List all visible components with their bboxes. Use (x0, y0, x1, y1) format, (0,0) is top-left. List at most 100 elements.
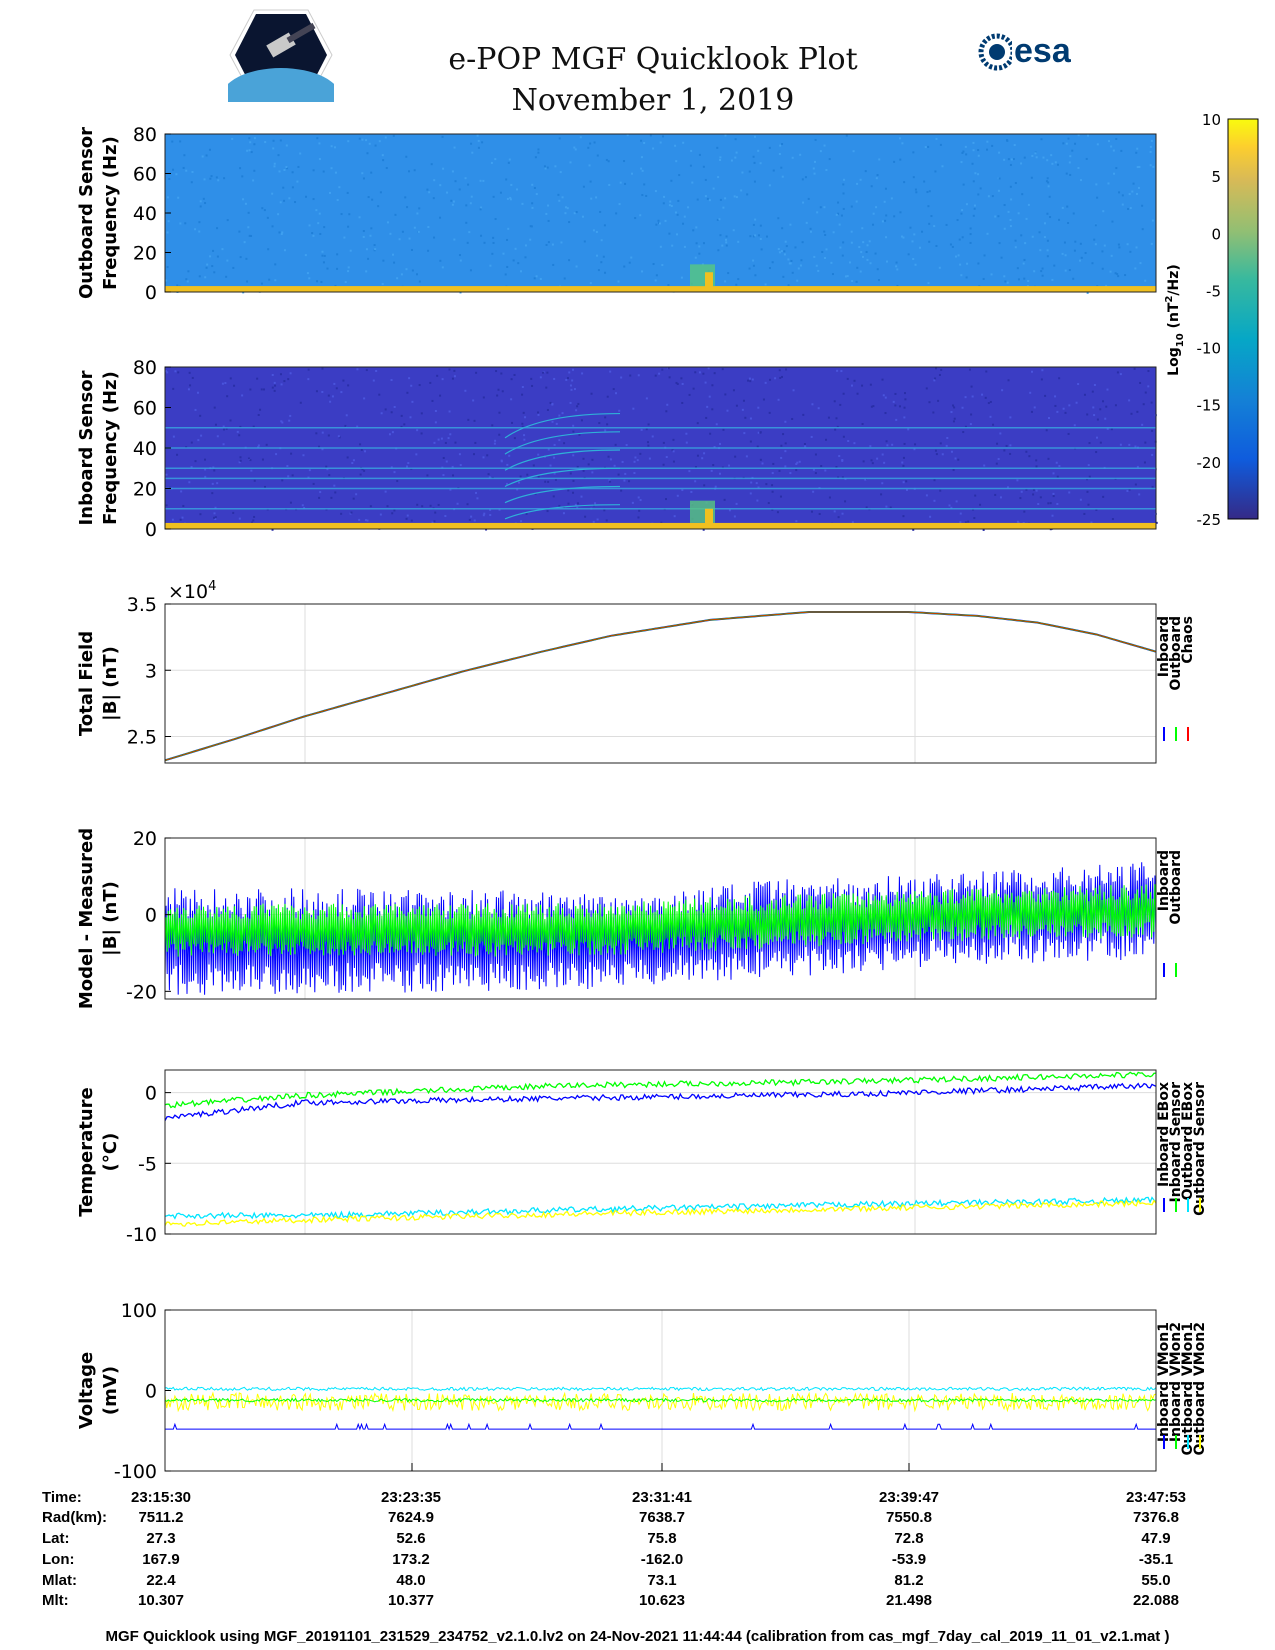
outboard-spectrogram-noise (225, 275, 228, 278)
inboard-spectrogram-noise (433, 520, 436, 523)
outboard-spectrogram-noise (1121, 194, 1124, 197)
inboard-spectrogram-noise (511, 421, 514, 424)
inboard-spectrogram-noise (249, 459, 252, 462)
outboard-spectrogram-noise (304, 254, 307, 257)
outboard-spectrogram-noise (1077, 134, 1080, 137)
outboard-spectrogram-noise (924, 146, 927, 149)
inboard-spectrogram-noise (939, 489, 942, 492)
inboard-spectrogram-noise (474, 441, 477, 444)
inboard-spectrogram-noise (1052, 492, 1055, 495)
inboard-spectrogram-noise (885, 440, 888, 443)
inboard-spectrogram-noise (265, 443, 268, 446)
outboard-spectrogram-noise (547, 241, 550, 244)
inboard-spectrogram-noise (749, 492, 752, 495)
outboard-spectrogram-noise (768, 184, 771, 187)
inboard-spectrogram-noise (962, 431, 965, 434)
outboard-spectrogram-noise (1006, 139, 1009, 142)
inboard-spectrogram-noise (662, 441, 665, 444)
outboard-spectrogram-noise (959, 263, 962, 266)
inboard-spectrogram-noise (747, 379, 750, 382)
inboard-spectrogram-noise (671, 449, 674, 452)
inboard-spectrogram-noise (249, 388, 252, 391)
inboard-spectrogram-noise (673, 515, 676, 518)
outboard-spectrogram-noise (830, 261, 833, 264)
outboard-spectrogram-noise (694, 256, 697, 259)
outboard-spectrogram-noise (821, 250, 824, 253)
inboard-spectrogram-noise (771, 490, 774, 493)
inboard-spectrogram-noise (658, 372, 661, 375)
outboard-spectrogram-noise (927, 205, 930, 208)
inboard-spectrogram-noise (607, 455, 610, 458)
inboard-spectrogram-noise (355, 493, 358, 496)
inboard-spectrogram-noise (864, 478, 867, 481)
inboard-spectrogram-noise (176, 453, 179, 456)
outboard-spectrogram-noise (373, 249, 376, 252)
inboard-spectrogram-noise (453, 369, 456, 372)
outboard-spectrogram-noise (870, 185, 873, 188)
inboard-spectrogram-noise (1077, 383, 1080, 386)
inboard-spectrogram-noise (933, 379, 936, 382)
outboard-spectrogram-noise (782, 275, 785, 278)
inboard-spectrogram-noise (1151, 429, 1154, 432)
outboard-spectrogram-noise (851, 280, 854, 283)
outboard-spectrogram-noise (176, 284, 179, 287)
outboard-spectrogram-noise (184, 222, 187, 225)
inboard-spectrogram-whistler-trace (504, 431, 621, 455)
inboard-spectrogram-noise (256, 377, 259, 380)
outboard-spectrogram-noise (1031, 154, 1034, 157)
outboard-spectrogram-noise (823, 230, 826, 233)
outboard-spectrogram-noise (1045, 180, 1048, 183)
inboard-spectrogram-noise (1116, 371, 1119, 374)
outboard-spectrogram-noise (1046, 239, 1049, 242)
outboard-spectrogram-noise (198, 275, 201, 278)
inboard-spectrogram-noise (1130, 412, 1133, 415)
inboard-spectrogram-noise (225, 427, 228, 430)
outboard-spectrogram-noise (781, 227, 784, 230)
outboard-spectrogram-noise (323, 226, 326, 229)
voltage-series-1 (164, 1397, 1157, 1403)
inboard-spectrogram-noise (835, 417, 838, 420)
inboard-spectrogram-noise (260, 388, 263, 391)
outboard-spectrogram-noise (796, 279, 799, 282)
inboard-spectrogram-noise (665, 410, 668, 413)
outboard-spectrogram-noise (1020, 234, 1023, 237)
inboard-spectrogram-noise (632, 407, 635, 410)
esa-logo: esa (978, 32, 1071, 71)
outboard-spectrogram-noise (680, 276, 683, 279)
inboard-spectrogram-noise (581, 372, 584, 375)
outboard-spectrogram-noise (279, 139, 282, 142)
inboard-spectrogram-noise (365, 519, 368, 522)
outboard-spectrogram-noise (464, 177, 467, 180)
inboard-spectrogram-noise (378, 393, 381, 396)
inboard-spectrogram-noise (222, 425, 225, 428)
inboard-spectrogram-noise (1056, 502, 1059, 505)
inboard-spectrogram-noise (433, 441, 436, 444)
outboard-spectrogram-noise (671, 244, 674, 247)
outboard-spectrogram-noise (1000, 256, 1003, 259)
inboard-spectrogram-noise (188, 481, 191, 484)
outboard-spectrogram-noise (991, 144, 994, 147)
inboard-spectrogram-noise (510, 398, 513, 401)
outboard-spectrogram-noise (379, 191, 382, 194)
inboard-spectrogram-noise (1136, 410, 1139, 413)
inboard-spectrogram-noise (755, 482, 758, 485)
inboard-spectrogram-noise (881, 453, 884, 456)
inboard-spectrogram-noise (508, 454, 511, 457)
outboard-spectrogram-noise (492, 195, 495, 198)
outboard-spectrogram-noise (875, 206, 878, 209)
outboard-spectrogram-noise (1009, 185, 1012, 188)
inboard-spectrogram-noise (569, 401, 572, 404)
colorbar-label-part: 10 (1175, 333, 1186, 347)
outboard-spectrogram-noise (1053, 264, 1056, 267)
inboard-spectrogram-noise (989, 400, 992, 403)
inboard-spectrogram-noise (573, 388, 576, 391)
outboard-spectrogram-noise (983, 254, 986, 257)
inboard-spectrogram-noise (723, 498, 726, 501)
inboard-spectrogram-noise (570, 388, 573, 391)
outboard-spectrogram-noise (962, 183, 965, 186)
inboard-spectrogram-noise (572, 430, 575, 433)
inboard-spectrogram-noise (1001, 389, 1004, 392)
outboard-spectrogram-noise (1040, 138, 1043, 141)
outboard-spectrogram-noise (903, 181, 906, 184)
colorbar-tick: 5 (1211, 168, 1221, 186)
